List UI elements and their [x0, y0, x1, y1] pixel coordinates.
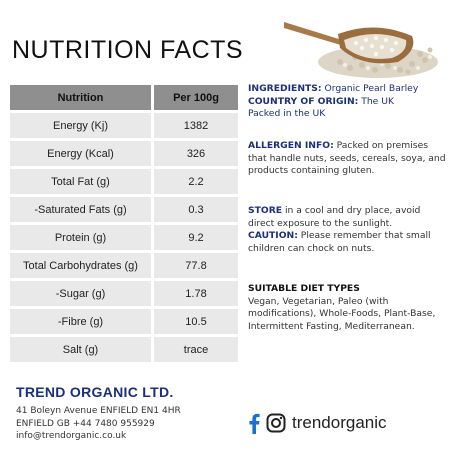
page-title: NUTRITION FACTS — [12, 36, 244, 64]
nutrient-value: 1.78 — [154, 281, 238, 306]
nutrient-value: 326 — [154, 141, 238, 166]
packed-text: Packed in the UK — [248, 108, 326, 119]
table-row: Total Carbohydrates (g) 77.8 — [10, 253, 238, 278]
nutrient-value: 10.5 — [154, 309, 238, 334]
ingredients-block: INGREDIENTS: Organic Pearl Barley COUNTR… — [248, 83, 448, 121]
caution-value: Please remember that small children can … — [248, 230, 431, 254]
ingredients-value: Organic Pearl Barley — [321, 83, 419, 94]
address-line-1: 41 Boleyn Avenue ENFIELD EN1 4HR — [16, 406, 181, 416]
address-line-2: ENFIELD GB +44 7480 955929 — [16, 418, 155, 429]
nutrient-name: Total Fat (g) — [10, 169, 154, 194]
social-links: trendorganic — [248, 410, 387, 436]
nutrient-value: 9.2 — [154, 225, 238, 250]
store-value: in a cool and dry place, avoid direct ex… — [248, 205, 421, 229]
company-address: 41 Boleyn Avenue ENFIELD EN1 4HR ENFIELD… — [16, 405, 181, 443]
allergen-label: ALLERGEN INFO: — [248, 140, 334, 151]
instagram-icon[interactable] — [266, 413, 286, 433]
store-label: STORE — [248, 205, 283, 216]
nutrient-name: Total Carbohydrates (g) — [10, 253, 154, 278]
table-row: Energy (Kj) 1382 — [10, 113, 238, 138]
table-row: -Sugar (g) 1.78 — [10, 281, 238, 306]
allergen-block: ALLERGEN INFO: Packed on premises that h… — [248, 140, 448, 178]
header-per-100g: Per 100g — [154, 85, 238, 110]
allergen-value: Packed on premises that handle nuts, see… — [248, 140, 446, 176]
nutrient-name: Energy (Kcal) — [10, 141, 154, 166]
nutrient-name: -Fibre (g) — [10, 309, 154, 334]
nutrient-name: -Sugar (g) — [10, 281, 154, 306]
table-header-row: Nutrition Per 100g — [10, 85, 238, 110]
nutrient-name: Energy (Kj) — [10, 113, 154, 138]
storage-block: STORE in a cool and dry place, avoid dir… — [248, 205, 448, 255]
company-email[interactable]: info@trendorganic.co.uk — [16, 431, 127, 441]
table-row: -Saturated Fats (g) 0.3 — [10, 197, 238, 222]
caution-label: CAUTION: — [248, 230, 298, 241]
table-row: Total Fat (g) 2.2 — [10, 169, 238, 194]
nutrient-name: Salt (g) — [10, 337, 154, 362]
nutrient-name: Protein (g) — [10, 225, 154, 250]
header-nutrition: Nutrition — [10, 85, 154, 110]
barley-scoop-image — [284, 22, 438, 78]
table-row: Salt (g) trace — [10, 337, 238, 362]
table-row: Protein (g) 9.2 — [10, 225, 238, 250]
nutrient-value: 77.8 — [154, 253, 238, 278]
origin-value: The UK — [358, 95, 394, 107]
table-row: Energy (Kcal) 326 — [10, 141, 238, 166]
diet-label: SUITABLE DIET TYPES — [248, 283, 360, 294]
table-row: -Fibre (g) 10.5 — [10, 309, 238, 334]
social-handle[interactable]: trendorganic — [292, 413, 387, 432]
diet-value: Vegan, Vegetarian, Paleo (with modificat… — [248, 295, 436, 332]
nutrient-value: 0.3 — [154, 197, 238, 222]
company-name: TREND ORGANIC LTD. — [16, 384, 174, 400]
nutrient-value: 2.2 — [154, 169, 238, 194]
nutrient-name: -Saturated Fats (g) — [10, 197, 154, 222]
ingredients-label: INGREDIENTS: — [248, 83, 322, 94]
nutrient-value: trace — [154, 337, 238, 362]
diet-block: SUITABLE DIET TYPES Vegan, Vegetarian, P… — [248, 283, 448, 333]
origin-label: COUNTRY OF ORIGIN: — [248, 95, 359, 107]
nutrition-table: Nutrition Per 100g Energy (Kj) 1382 Ener… — [10, 82, 238, 365]
nutrient-value: 1382 — [154, 113, 238, 138]
facebook-icon[interactable] — [248, 412, 260, 434]
